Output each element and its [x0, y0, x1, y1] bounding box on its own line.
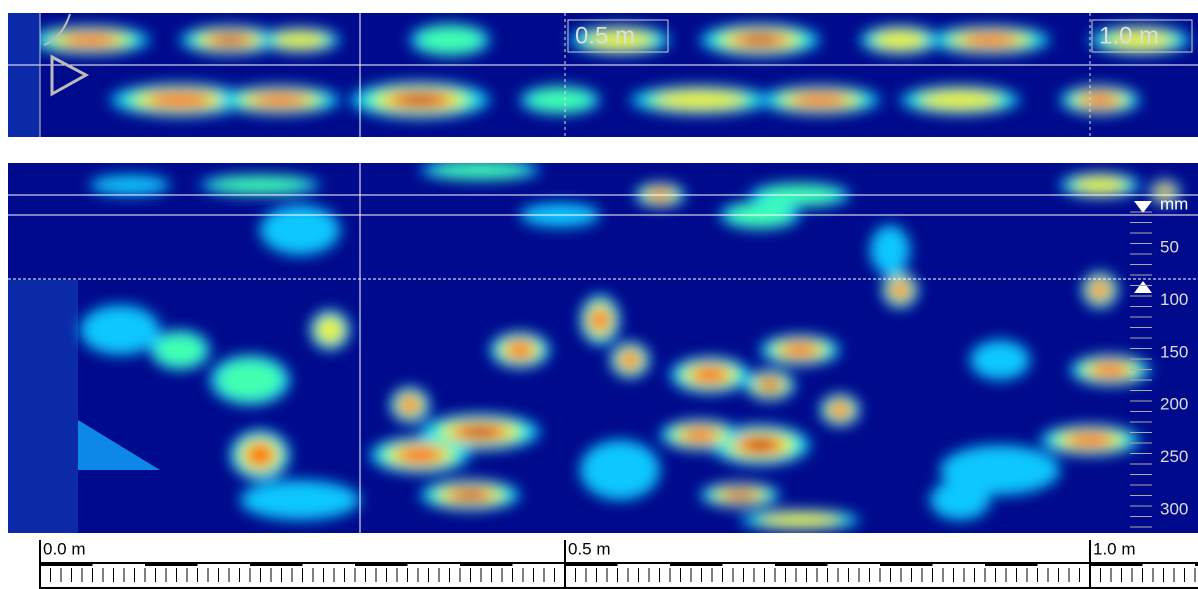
heat-blob — [400, 94, 440, 106]
heat-blob — [781, 343, 819, 357]
heat-blob — [217, 359, 283, 401]
heat-blob — [962, 33, 1018, 47]
label-box — [567, 19, 669, 53]
heat-blob — [590, 308, 610, 332]
top-view-margin — [8, 13, 40, 137]
ruler-segment — [250, 562, 303, 566]
heat-blob — [260, 205, 340, 255]
depth-tick-label: 150 — [1160, 342, 1188, 361]
scan-heatmap — [80, 163, 1180, 530]
depth-marker — [1134, 201, 1152, 213]
depth-tick-label: 250 — [1160, 447, 1188, 466]
depth-unit: mm — [1160, 194, 1188, 213]
heat-blob — [1091, 281, 1109, 299]
play-icon — [50, 54, 90, 97]
heat-blob — [681, 428, 719, 442]
heat-blob — [527, 88, 593, 112]
heat-blob — [763, 380, 777, 390]
depth-tick-label: 50 — [1160, 237, 1179, 256]
heat-blob — [317, 317, 343, 343]
heat-blob — [1091, 363, 1129, 377]
top-distance-label: 1.0 m — [1099, 22, 1159, 49]
ruler-segment — [145, 562, 198, 566]
heat-blob — [456, 490, 484, 500]
heat-blob — [746, 439, 774, 451]
heat-blob — [90, 175, 170, 195]
heat-blob — [728, 491, 752, 499]
ruler-segment — [460, 562, 513, 566]
scan-artifact — [78, 420, 160, 470]
ruler-segment — [880, 562, 933, 566]
heat-blob — [246, 443, 274, 467]
heat-blob — [874, 31, 926, 49]
heat-blob — [216, 36, 244, 44]
top-view-heatmap — [40, 24, 1190, 118]
heat-blob — [921, 91, 999, 109]
ruler-label: 0.5 m — [568, 539, 611, 558]
heat-blob — [870, 225, 910, 275]
ruler-segment — [1090, 562, 1143, 566]
heat-blob — [1081, 93, 1119, 107]
heat-blob — [240, 480, 360, 520]
ruler-segment — [985, 562, 1038, 566]
heat-blob — [506, 341, 534, 359]
heat-blob — [400, 396, 420, 414]
heat-blob — [588, 31, 652, 49]
heat-blob — [792, 93, 848, 107]
ruler-label: 0.0 m — [43, 539, 86, 558]
top-distance-label: 0.5 m — [575, 22, 635, 49]
label-box — [1091, 19, 1193, 53]
ruler-segment — [565, 562, 618, 566]
ruler-segment — [670, 562, 723, 566]
ruler-label: 1.0 m — [1093, 539, 1136, 558]
heat-blob — [1067, 433, 1113, 447]
heat-blob — [1074, 177, 1126, 193]
heat-blob — [252, 93, 308, 107]
heat-blob — [62, 33, 118, 47]
heat-blob — [655, 91, 745, 109]
ruler-segment — [40, 562, 93, 566]
heat-blob — [580, 440, 660, 500]
heat-blob — [210, 176, 310, 194]
heat-blob — [397, 446, 443, 464]
depth-tick-label: 200 — [1160, 395, 1188, 414]
heat-blob — [155, 333, 205, 367]
heat-blob — [274, 32, 326, 48]
depth-tick-label: 100 — [1160, 290, 1188, 309]
heat-blob — [743, 35, 777, 45]
heat-blob — [1160, 188, 1170, 196]
heat-blob — [930, 480, 990, 520]
heat-blob — [430, 163, 530, 179]
heat-blob — [620, 351, 640, 369]
ruler-segment — [775, 562, 828, 566]
depth-tick-label: 300 — [1160, 499, 1188, 518]
heat-blob — [891, 281, 909, 299]
heat-blob — [463, 426, 497, 438]
heat-blob — [970, 340, 1030, 380]
heat-blob — [761, 513, 839, 527]
distance-ruler: 0.0 m 0.5 m 1.0 m — [39, 539, 1198, 589]
heat-blob — [830, 402, 850, 418]
ruler-segment — [1195, 562, 1198, 566]
arc-icon — [43, 13, 71, 46]
heat-blob — [147, 92, 213, 108]
depth-marker — [1134, 281, 1152, 293]
scan-margin — [8, 280, 78, 533]
heat-blob — [417, 26, 483, 54]
depth-scale: mm 50 100 150 200 250 300 — [1130, 194, 1188, 528]
heat-blob — [1108, 31, 1172, 49]
heat-blob — [80, 305, 160, 355]
ruler-segment — [355, 562, 408, 566]
heat-blob — [691, 366, 729, 384]
